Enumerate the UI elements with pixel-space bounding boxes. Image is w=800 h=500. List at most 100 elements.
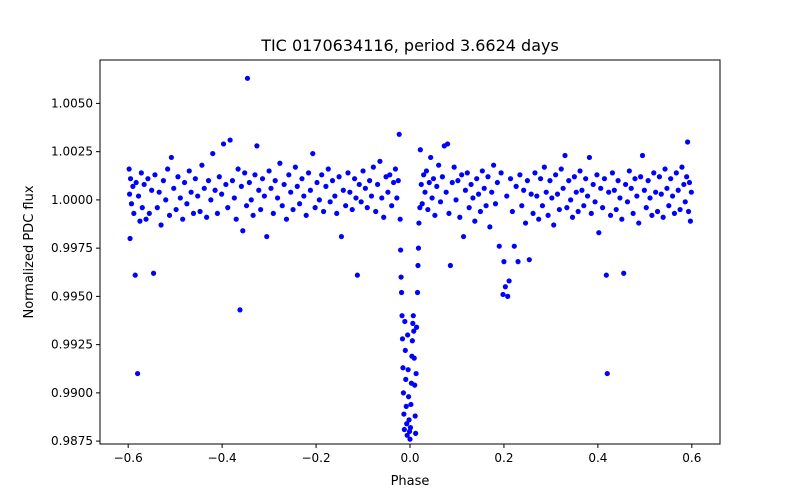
data-point — [515, 259, 521, 265]
data-point — [220, 141, 227, 147]
data-point — [583, 176, 589, 182]
data-point — [584, 193, 591, 199]
data-point — [396, 131, 402, 137]
data-point — [425, 206, 431, 213]
data-point — [498, 170, 504, 176]
data-point — [398, 274, 404, 280]
data-point — [130, 183, 136, 189]
data-point — [677, 206, 683, 213]
data-point — [439, 174, 446, 180]
data-point — [407, 436, 413, 442]
data-point — [653, 189, 659, 195]
data-point — [500, 291, 506, 298]
data-point — [242, 170, 248, 176]
data-point — [192, 176, 198, 182]
data-point — [566, 178, 572, 184]
data-point — [509, 208, 515, 215]
data-point — [643, 205, 649, 211]
data-point — [549, 195, 555, 201]
data-point — [526, 257, 532, 263]
x-tick-label: −0.6 — [114, 451, 143, 465]
data-point — [539, 203, 546, 209]
data-point — [457, 214, 463, 220]
data-point — [436, 162, 442, 168]
data-point — [418, 181, 424, 188]
data-points-layer — [126, 75, 694, 442]
data-point — [250, 212, 256, 218]
x-tick-label: 0.0 — [400, 451, 419, 465]
data-point — [143, 216, 149, 222]
data-point — [679, 164, 685, 170]
x-tick-label: −0.4 — [208, 451, 237, 465]
data-point — [149, 187, 155, 193]
data-point — [617, 195, 623, 201]
data-point — [387, 172, 393, 178]
data-point — [405, 367, 411, 373]
data-point — [684, 139, 691, 145]
data-point — [573, 189, 579, 195]
data-point — [443, 189, 449, 195]
data-point — [654, 208, 661, 215]
data-point — [664, 185, 670, 191]
data-point — [556, 206, 562, 213]
data-point — [240, 228, 246, 234]
data-point — [417, 147, 423, 153]
data-point — [367, 178, 373, 184]
data-point — [613, 206, 619, 213]
data-point — [175, 174, 181, 180]
data-point — [397, 216, 403, 222]
data-point — [238, 183, 244, 189]
data-point — [449, 179, 455, 186]
data-point — [398, 289, 405, 296]
data-point — [281, 181, 287, 188]
data-point — [626, 168, 632, 174]
data-point — [177, 195, 183, 201]
data-point — [681, 181, 687, 188]
data-point — [402, 347, 408, 354]
data-point — [417, 205, 423, 211]
y-axis-label: Normalized PDC flux — [22, 185, 37, 318]
y-tick-label: 1.0000 — [51, 193, 93, 207]
data-point — [517, 172, 523, 178]
data-point — [166, 212, 173, 218]
data-point — [505, 293, 511, 299]
data-point — [126, 166, 132, 172]
data-point — [464, 170, 470, 176]
data-point — [502, 284, 508, 290]
data-point — [630, 210, 636, 217]
data-point — [666, 203, 672, 209]
data-point — [685, 208, 692, 215]
data-point — [254, 143, 260, 149]
data-point — [466, 205, 472, 211]
data-point — [180, 216, 186, 222]
data-point — [258, 206, 264, 213]
data-point — [413, 324, 420, 330]
data-point — [390, 179, 397, 186]
data-point — [173, 206, 179, 213]
data-point — [607, 212, 614, 218]
data-point — [385, 189, 391, 195]
data-point — [415, 262, 421, 269]
data-point — [481, 185, 487, 191]
data-point — [437, 199, 444, 205]
data-point — [568, 197, 574, 203]
data-point — [171, 185, 177, 191]
data-point — [594, 172, 600, 178]
data-point — [598, 185, 604, 191]
data-point — [248, 197, 254, 203]
data-point — [634, 193, 640, 199]
data-point — [596, 230, 602, 236]
data-point — [307, 187, 314, 193]
data-point — [413, 370, 419, 377]
data-point — [186, 168, 192, 174]
data-point — [377, 158, 383, 164]
data-point — [126, 191, 133, 197]
data-point — [511, 243, 517, 249]
data-point — [316, 197, 322, 203]
data-point — [446, 210, 452, 217]
data-point — [658, 191, 664, 197]
data-point — [229, 178, 236, 184]
data-point — [233, 216, 239, 222]
data-point — [261, 193, 267, 199]
data-point — [590, 181, 596, 188]
